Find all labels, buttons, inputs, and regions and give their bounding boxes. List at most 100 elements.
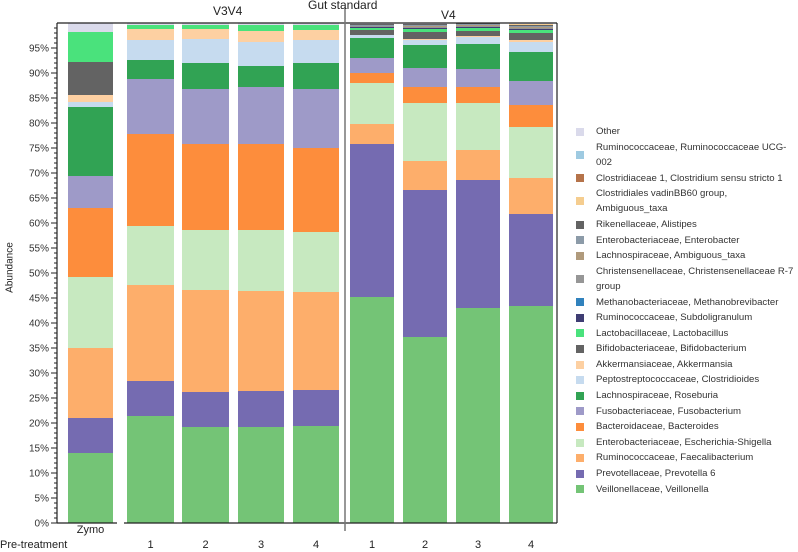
- bar-segment: [293, 25, 339, 30]
- legend-label: Enterobacteriaceae, Enterobacter: [596, 234, 740, 246]
- legend-item: Clostridiaceae 1, Clostridium sensu stri…: [572, 170, 794, 186]
- bar-segment: [403, 161, 447, 190]
- legend-label: Prevotellaceae, Prevotella 6: [596, 468, 716, 480]
- bar-segment: [350, 73, 394, 83]
- legend-label: Bacteroidaceae, Bacteroides: [596, 421, 719, 433]
- bar-segment: [509, 178, 553, 214]
- bar-segment: [127, 25, 174, 29]
- bar-segment: [182, 39, 229, 63]
- bar-segment: [68, 418, 113, 453]
- legend-item: Peptostreptococcaceae, Clostridioides: [572, 372, 794, 388]
- x-tick-label: 3: [257, 539, 265, 551]
- bar-segment: [182, 290, 229, 392]
- bar-segment: [350, 30, 394, 35]
- bar-segment: [403, 29, 447, 32]
- y-tick-label: 70%: [29, 169, 49, 180]
- x-tick-label: Zymo: [76, 524, 105, 536]
- legend-label: Methanobacteriaceae, Methanobrevibacter: [596, 296, 779, 308]
- bar-segment: [350, 24, 394, 25]
- bar-segment: [403, 337, 447, 523]
- bar-segment: [403, 45, 447, 68]
- bar-segment: [509, 40, 553, 42]
- y-tick-label: 45%: [29, 294, 49, 305]
- x-tick-label: 1: [147, 539, 154, 551]
- legend-item: Akkermansiaceae, Akkermansia: [572, 357, 794, 373]
- bar-segment: [238, 31, 284, 42]
- legend-label: Christensenellaceae, Christensenellaceae…: [596, 265, 794, 292]
- bar-segment: [456, 26, 500, 27]
- legend-label: Lachnospiraceae, Ambiguous_taxa: [596, 250, 746, 262]
- y-tick-label: 5%: [35, 494, 50, 505]
- legend-swatch: [576, 329, 584, 338]
- x-tick-label: 2: [421, 539, 429, 551]
- bar-segment: [350, 58, 394, 73]
- bar-segment: [238, 23, 284, 25]
- legend-item: Lachnospiraceae, Roseburia: [572, 388, 794, 404]
- legend-item: Bacteroidaceae, Bacteroides: [572, 419, 794, 435]
- legend-label: Ruminococcaceae, Faecalibacterium: [596, 452, 754, 464]
- y-tick-label: 25%: [29, 394, 49, 405]
- y-tick-label: 0%: [35, 519, 50, 530]
- bar-segment: [456, 28, 500, 31]
- legend-item: Lactobacillaceae, Lactobacillus: [572, 326, 794, 342]
- bar-segment: [403, 26, 447, 27]
- legend-item: Enterobacteriaceae, Escherichia-Shigella: [572, 435, 794, 451]
- legend-item: Lachnospiraceae, Ambiguous_taxa: [572, 248, 794, 264]
- legend-swatch: [576, 422, 584, 431]
- y-tick-label: 90%: [29, 69, 49, 80]
- legend-label: Fusobacteriaceae, Fusobacterium: [596, 405, 742, 417]
- bar-segment: [456, 36, 500, 37]
- bar-segment: [403, 28, 447, 29]
- legend-swatch: [576, 298, 584, 307]
- legend-swatch: [576, 391, 584, 400]
- legend-item: Clostridiales vadinBB60 group, Ambiguous…: [572, 186, 794, 217]
- bar-segment: [238, 144, 284, 230]
- bar-segment: [350, 38, 394, 58]
- bar-segment: [403, 68, 447, 87]
- legend-swatch: [576, 275, 584, 283]
- legend-item: Christensenellaceae, Christensenellaceae…: [572, 264, 794, 295]
- bar-segment: [509, 25, 553, 26]
- bar-segment: [293, 63, 339, 89]
- bar-segment: [456, 44, 500, 69]
- legend-swatch: [576, 251, 584, 260]
- legend-item: Other: [572, 124, 794, 140]
- bar-segment: [238, 66, 284, 87]
- x-tick-label: 1: [368, 539, 376, 551]
- bar-segment: [350, 27, 394, 28]
- bar-segment: [456, 31, 500, 36]
- bar-segment: [350, 144, 394, 297]
- legend-item: Enterobacteriaceae, Enterobacter: [572, 232, 794, 248]
- legend-label: Peptostreptococcaceae, Clostridioides: [596, 374, 760, 386]
- legend-swatch: [576, 376, 584, 385]
- bar-segment: [403, 32, 447, 39]
- legend-label: Enterobacteriaceae, Escherichia-Shigella: [596, 436, 772, 448]
- bar-segment: [127, 40, 174, 60]
- bar-segment: [509, 42, 553, 52]
- bar-segment: [403, 27, 447, 28]
- legend-label: Rikenellaceae, Alistipes: [596, 218, 697, 230]
- bar-segment: [68, 62, 113, 95]
- bar-segment: [456, 37, 500, 44]
- bar-segment: [238, 25, 284, 31]
- bar-segment: [127, 79, 174, 134]
- bar-segment: [456, 25, 500, 26]
- legend-item: Methanobacteriaceae, Methanobrevibacter: [572, 294, 794, 310]
- bar-segment: [68, 176, 113, 208]
- bar-segment: [456, 150, 500, 180]
- y-tick-label: 75%: [29, 144, 49, 155]
- legend-label: Bifidobacteriaceae, Bifidobacterium: [596, 343, 747, 355]
- y-tick-label: 85%: [29, 94, 49, 105]
- y-tick-label: 40%: [29, 319, 49, 330]
- bar-segment: [350, 35, 394, 38]
- bar-segment: [509, 306, 553, 523]
- bar-segment: [350, 297, 394, 523]
- bar-segment: [293, 148, 339, 232]
- bar-segment: [68, 32, 113, 62]
- legend-swatch: [576, 220, 584, 229]
- bar-segment: [509, 127, 553, 178]
- legend-item: Ruminococcaceae, Ruminococcaceae UCG-002: [572, 140, 794, 171]
- bar-segment: [350, 83, 394, 124]
